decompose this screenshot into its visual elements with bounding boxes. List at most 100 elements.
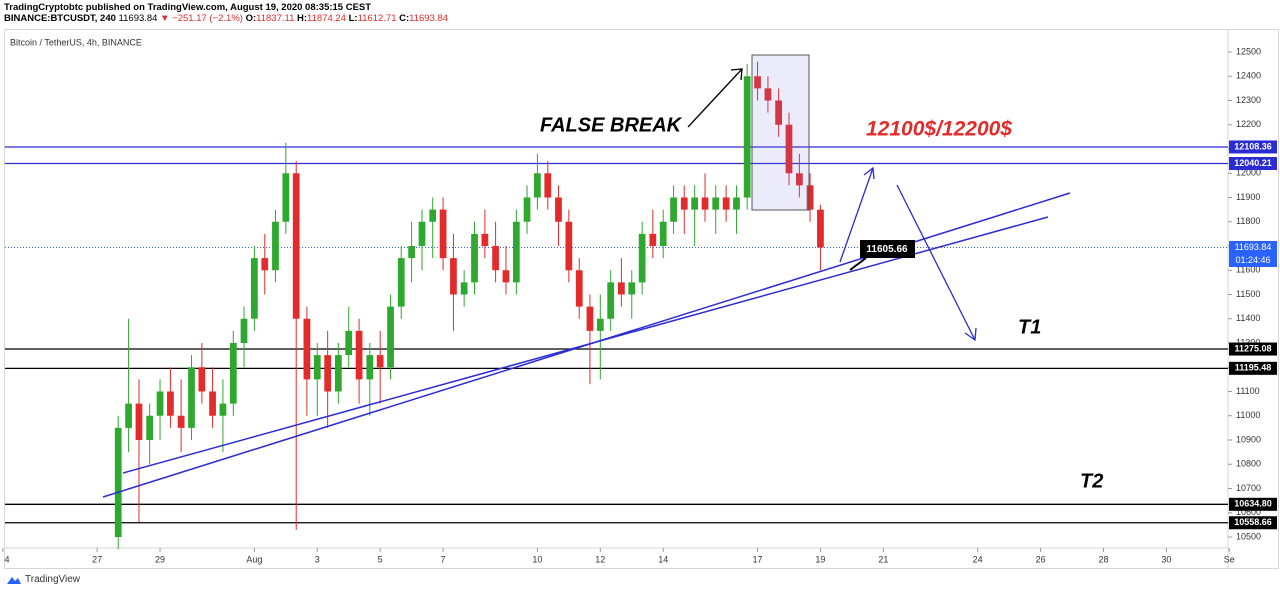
y-tick-label: 10600 [1236,507,1261,517]
candle-body [334,355,342,392]
candle-body [691,197,699,210]
y-tick-label: 12200 [1236,119,1261,129]
candle-body [429,209,437,222]
candle-body [670,197,677,222]
highlight-box [751,54,810,211]
x-tick-label: 27 [92,554,102,564]
level-label: 11195.48 [1235,363,1272,373]
l-label: L: [348,13,358,24]
candle-body [219,403,227,416]
x-tick-label: 19 [815,554,825,564]
y-tick-label: 11300 [1236,337,1260,347]
l: 11612.71 [357,13,397,24]
price-marker: 11605.66 [866,244,908,255]
candle-body [481,233,489,246]
candle-body [156,391,164,416]
candle-body [167,391,174,416]
y-tick-label: 11800 [1236,216,1260,226]
y-tick-label: 11100 [1236,386,1260,396]
candle-body [418,221,426,246]
x-tick-label: 3 [315,554,320,564]
candle-body [282,173,290,222]
y-tick-label: 11600 [1236,265,1260,275]
arrow [687,68,743,128]
candle-body [229,342,237,404]
candle-body [523,197,531,222]
candle-body [492,245,499,271]
x-tick-label: 24 [973,554,983,564]
candle-body [471,233,478,283]
chart: Bitcoin / TetherUS, 4h, BINANCE 10500 106… [2,29,1279,569]
header: TradingCryptobtc published on TradingVie… [4,2,448,24]
candle-body [188,367,195,428]
candle-body [555,197,562,222]
candle-body [512,221,520,283]
o: 11837.11 [256,13,295,24]
y-tick-label: 11000 [1236,410,1260,420]
x-tick-label: 21 [878,554,888,564]
candle-body [366,355,374,380]
symbol: BINANCE:BTCUSDT, 240 [4,13,116,24]
candle-body [712,197,720,210]
candle-body [397,258,405,307]
change: ▼ −251.17 (−2.1%) [160,13,243,24]
candle-body [701,197,709,210]
candle-body [324,355,332,392]
y-tick-label: 11900 [1236,192,1260,202]
candle-body [785,124,793,174]
arrow [896,184,977,342]
level-label-bg [1229,156,1277,170]
level-label-bg [1229,140,1277,154]
x-tick-label: 30 [1161,554,1171,564]
candle-body [387,306,394,368]
price-marker-box [860,240,915,258]
x-tick-label: 7 [441,554,446,564]
candle-body [659,221,667,246]
level-label: 10558.66 [1234,517,1272,527]
candle-body [125,403,132,428]
countdown: 01:24:46 [1235,255,1270,265]
x-tick-label: 5 [378,554,383,564]
candle-body [733,197,740,210]
candle-body [355,330,363,380]
candle-body [251,258,258,319]
candle-body [680,197,688,210]
y-tick-label: 12000 [1236,168,1261,178]
candle-body [618,282,625,295]
y-tick-label: 10800 [1236,459,1261,469]
h-label: H: [297,13,308,24]
annotation: T2 [1080,470,1103,492]
candle-body [146,415,154,440]
y-tick-label: 12400 [1236,71,1261,81]
marker-pointer [849,257,867,271]
y-tick-label: 12500 [1236,46,1261,56]
x-tick-label: 12 [595,554,605,564]
candle-body [272,221,279,271]
x-tick-label: 28 [1098,554,1108,564]
candle-body [240,318,248,343]
candle-body [607,282,615,319]
annotation: 12100$/12200$ [866,118,1012,141]
candle-body [292,173,300,319]
annotation: FALSE BREAK [540,114,683,136]
candle-body [408,245,415,259]
level-label: 12108.36 [1234,141,1272,151]
y-tick-label: 11400 [1236,313,1260,323]
footer: TradingView [6,574,80,585]
last-price-bg [1229,240,1277,267]
candle-body [638,233,646,283]
candle-body [649,233,657,246]
level-label: 10634.80 [1234,499,1272,509]
x-tick-label: 4 [4,554,9,564]
x-tick-label: 10 [532,554,542,564]
candle-body [596,318,604,331]
x-tick-label: 26 [1036,554,1046,564]
candle-body [575,270,583,307]
c: 11693.84 [409,13,449,24]
candle-body [775,100,782,125]
y-tick-label: 12300 [1236,95,1261,105]
x-tick-label: Aug [246,554,262,564]
level-label-bg [1229,342,1277,356]
level-label-bg [1229,361,1277,375]
